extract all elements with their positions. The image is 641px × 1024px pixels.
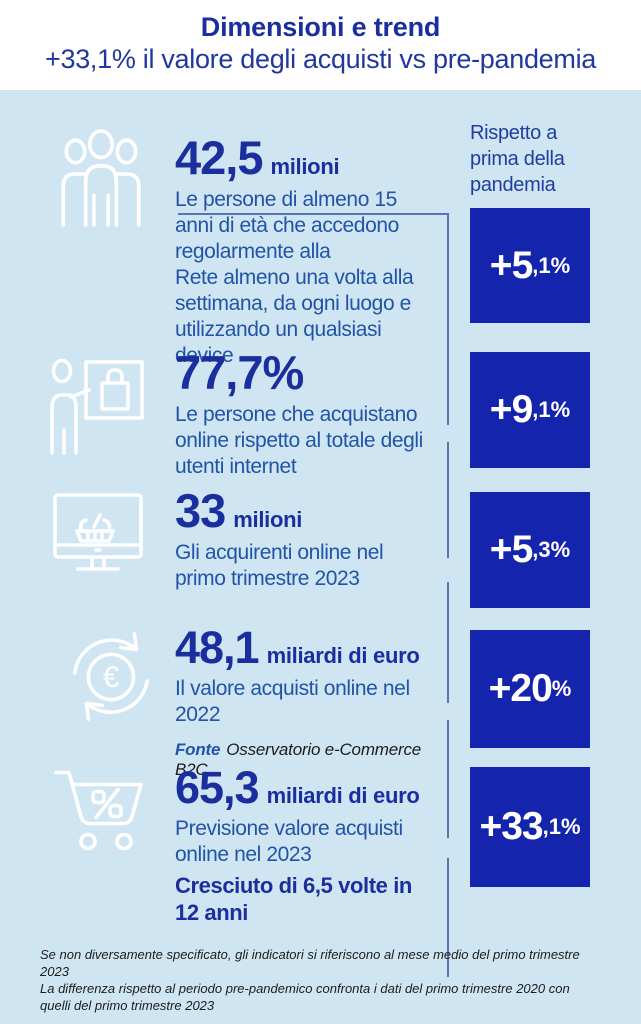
divider-segment xyxy=(447,858,449,977)
stat-description: Previsione valore acquisti online nel 20… xyxy=(175,817,403,867)
delta-value-fraction: ,1% xyxy=(532,252,571,278)
stat-description-cont: Rete almeno una volta alla settimana, da… xyxy=(175,266,414,368)
source-line: Fonte Osservatorio e-Commerce B2C xyxy=(175,740,453,780)
source-text: Osservatorio e-Commerce B2C xyxy=(175,740,422,780)
cart-percent-icon xyxy=(52,762,152,858)
stat-description: Gli acquirenti online nel primo trimestr… xyxy=(175,541,384,591)
divider-segment xyxy=(447,213,449,425)
footnote-line-2: La differenza rispetto al periodo pre-pa… xyxy=(40,981,570,1013)
stat-value: 33 xyxy=(175,484,226,537)
delta-value: +33 xyxy=(479,805,543,848)
shopper-screen-icon xyxy=(45,355,145,461)
stat-value: 48,1 xyxy=(175,622,260,673)
delta-box-online-buyers: +5,3% xyxy=(470,492,590,608)
delta-value-fraction: % xyxy=(551,676,572,701)
stat-row-purchase-value-2022: 48,1 miliardi di euro Il valore acquisti … xyxy=(175,624,453,780)
stat-unit: miliardi di euro xyxy=(266,643,420,668)
divider-segment xyxy=(447,720,449,838)
divider-segment xyxy=(447,582,449,703)
page-subtitle: +33,1% il valore degli acquisti vs pre-p… xyxy=(45,44,596,74)
delta-value-fraction: ,3% xyxy=(532,537,571,562)
delta-value: +20 xyxy=(488,667,553,710)
monitor-basket-icon xyxy=(48,488,148,582)
footnote: Se non diversamente specificato, gli ind… xyxy=(40,946,596,1014)
delta-value-fraction: ,1% xyxy=(542,814,581,839)
comparison-heading: Rispetto a prima della pandemia xyxy=(470,122,565,196)
content-panel: € 42,5 milioni Le persone di almeno 15 an… xyxy=(0,90,641,1024)
stat-unit: miliardi di euro xyxy=(266,783,420,808)
stat-row-online-buyers: 33 milioni Gli acquirenti online nel prim… xyxy=(175,486,453,592)
stat-description: Le persone che acquistano online rispett… xyxy=(175,403,423,479)
delta-value-fraction: ,1% xyxy=(532,397,571,422)
stat-unit: milioni xyxy=(270,154,340,179)
delta-box-internet-users: +5,1% xyxy=(470,208,590,323)
delta-box-forecast: +33,1% xyxy=(470,767,590,887)
stat-row-forecast-2023: 65,3 miliardi di euro Previsione valore a… xyxy=(175,764,453,926)
stat-row-online-buyers-share: 77,7% Le persone che acquistano online r… xyxy=(175,348,453,480)
delta-value: +5 xyxy=(489,528,533,571)
stat-row-internet-users: 42,5 milioni Le persone di almeno 15 anni… xyxy=(175,133,453,369)
stat-highlight: Cresciuto di 6,5 volte in 12 anni xyxy=(175,873,412,926)
delta-box-online-buyers-share: +9,1% xyxy=(470,352,590,468)
source-label: Fonte xyxy=(175,740,221,760)
stat-description: Le persone di almeno 15 anni di età che … xyxy=(175,188,399,264)
footnote-line-1: Se non diversamente specificato, gli ind… xyxy=(40,947,580,979)
divider-segment xyxy=(447,442,449,558)
stat-unit: milioni xyxy=(233,507,303,532)
euro-cycle-icon: € xyxy=(62,625,160,725)
page-title: Dimensioni e trend xyxy=(200,12,441,42)
top-divider-line xyxy=(178,213,449,215)
svg-text:€: € xyxy=(103,661,119,694)
delta-box-purchase-value: +20% xyxy=(470,630,590,748)
delta-value: +9 xyxy=(489,388,533,431)
stat-value: 77,7% xyxy=(175,346,304,399)
stat-description: Il valore acquisti online nel 2022 xyxy=(175,677,410,727)
stat-value: 42,5 xyxy=(175,131,263,184)
delta-value: +5 xyxy=(489,243,533,287)
stat-value: 65,3 xyxy=(175,762,260,813)
people-icon xyxy=(55,128,147,230)
